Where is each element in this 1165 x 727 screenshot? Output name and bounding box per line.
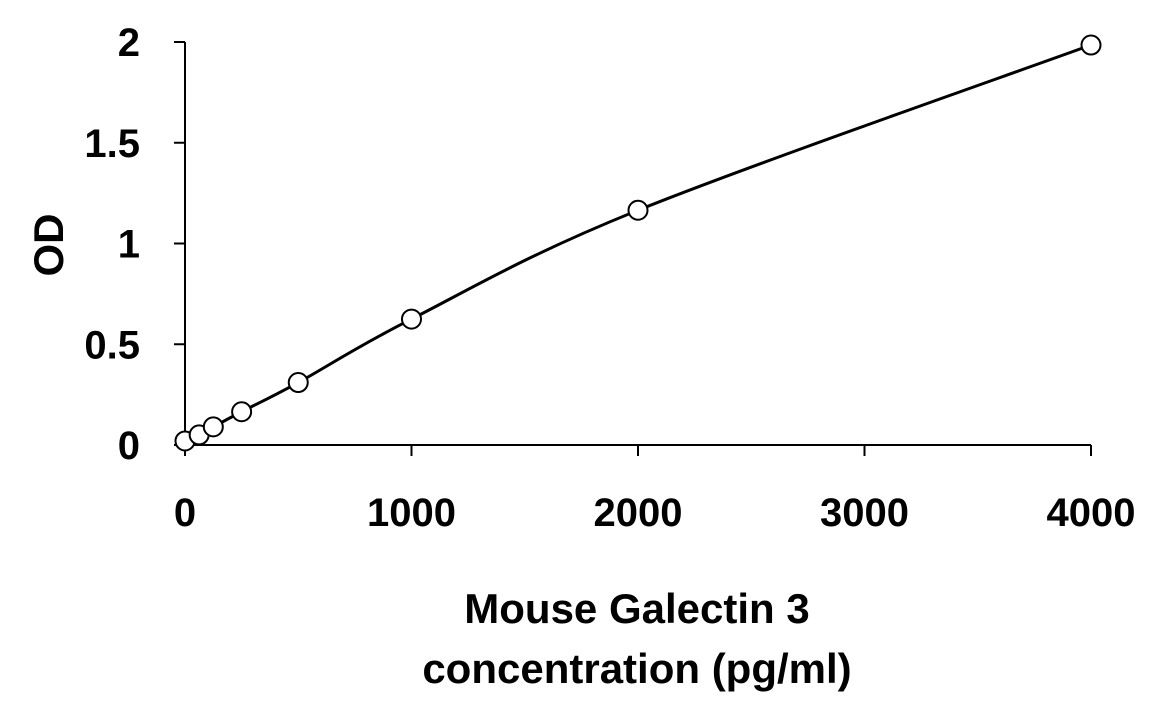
data-point [202,416,224,438]
fit-curve-line [184,43,1092,443]
data-point [287,372,309,394]
data-points-layer [174,34,1102,452]
y-tick-label: 0 [118,424,140,468]
axes [174,41,1092,456]
tick-labels: 0 0.5 1 1.5 2 0 1000 2000 3000 4000 [84,21,1135,535]
y-tick-label: 2 [118,21,140,65]
x-tick-label: 1000 [367,491,456,535]
y-axis-title: OD [25,214,72,277]
x-axis-title-line-2: concentration (pg/ml) [422,645,851,692]
y-tick-label: 1 [118,223,140,267]
data-point [231,401,253,423]
x-tick-label: 0 [174,491,196,535]
y-tick-label: 1.5 [84,122,140,166]
data-point [627,199,649,221]
x-tick-label: 2000 [594,491,683,535]
x-axis-title-line-1: Mouse Galectin 3 [464,585,809,632]
data-point [401,308,422,330]
x-tick-label: 3000 [820,491,909,535]
x-tick-label: 4000 [1047,491,1136,535]
fit-curve-layer [184,43,1092,443]
data-point [1080,34,1102,56]
y-tick-label: 0.5 [84,323,140,367]
